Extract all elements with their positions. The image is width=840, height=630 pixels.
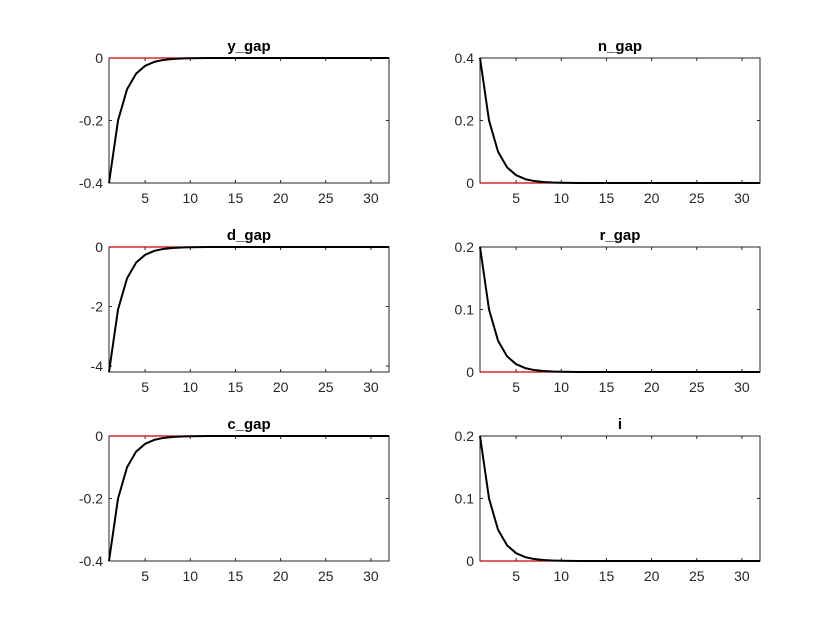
y-tick-label: 0	[95, 50, 103, 66]
x-tick-label: 25	[689, 190, 705, 206]
y-tick-label: 0	[466, 364, 474, 380]
panel-title: n_gap	[598, 38, 642, 55]
x-tick-label: 15	[599, 379, 615, 395]
plot-area-frame	[108, 246, 390, 373]
y-tick-label: -4	[91, 358, 104, 374]
plot-area-frame	[108, 435, 390, 562]
plot-area-frame	[108, 57, 390, 184]
plot-area-frame	[479, 57, 761, 184]
panel-title: d_gap	[227, 227, 271, 244]
impulse-response-line	[479, 246, 760, 373]
y-tick-label: 0.1	[455, 491, 475, 507]
x-tick-label: 15	[228, 379, 244, 395]
x-tick-label: 30	[363, 379, 379, 395]
panel-title: c_gap	[227, 416, 270, 433]
chart-panel-n-gap: n_gap 5 10 15 20 25 30 0 0.2 0.4	[455, 38, 761, 206]
impulse-response-line	[479, 435, 760, 562]
y-tick-label: -2	[91, 299, 104, 315]
impulse-response-line	[108, 435, 389, 562]
x-tick-label: 20	[644, 190, 660, 206]
x-tick-label: 10	[183, 379, 199, 395]
x-tick-label: 15	[599, 568, 615, 584]
x-tick-label: 5	[512, 379, 520, 395]
x-tick-label: 5	[512, 568, 520, 584]
x-tick-label: 30	[363, 568, 379, 584]
x-tick-label: 15	[228, 190, 244, 206]
x-tick-label: 20	[273, 379, 289, 395]
x-tick-label: 5	[141, 379, 149, 395]
x-tick-label: 10	[183, 190, 199, 206]
chart-panel-d-gap: d_gap 5 10 15 20 25 30 -4 -2 0	[91, 227, 390, 395]
x-tick-label: 5	[141, 190, 149, 206]
chart-panel-c-gap: c_gap 5 10 15 20 25 30 -0.4 -0.2 0	[79, 416, 390, 584]
x-tick-label: 25	[689, 568, 705, 584]
chart-panel-r-gap: r_gap 5 10 15 20 25 30 0 0.1 0.2	[455, 227, 761, 395]
y-tick-label: 0	[466, 175, 474, 191]
impulse-response-line	[108, 246, 389, 373]
plot-area-frame	[479, 435, 761, 562]
chart-panel-y-gap: y_gap 5 10 15 20 25 30 -0.4 -0.2 0	[79, 38, 390, 206]
plot-area-frame	[479, 246, 761, 373]
y-tick-label: 0.2	[455, 239, 475, 255]
y-tick-label: -0.2	[79, 491, 103, 507]
x-tick-label: 25	[689, 379, 705, 395]
x-tick-label: 25	[318, 568, 334, 584]
y-tick-label: 0	[95, 428, 103, 444]
y-tick-label: -0.4	[79, 175, 103, 191]
x-tick-label: 30	[734, 568, 750, 584]
impulse-response-line	[479, 57, 760, 184]
x-tick-label: 15	[228, 568, 244, 584]
x-tick-label: 20	[644, 568, 660, 584]
y-tick-label: 0.4	[455, 50, 475, 66]
x-tick-label: 25	[318, 190, 334, 206]
y-tick-label: 0	[95, 239, 103, 255]
x-tick-label: 20	[644, 379, 660, 395]
x-tick-label: 5	[141, 568, 149, 584]
x-tick-label: 30	[734, 379, 750, 395]
y-tick-label: -0.4	[79, 553, 103, 569]
x-tick-label: 20	[273, 190, 289, 206]
x-tick-label: 30	[363, 190, 379, 206]
panel-title: y_gap	[227, 38, 270, 55]
panel-title: i	[618, 416, 622, 433]
x-tick-label: 10	[554, 379, 570, 395]
x-tick-label: 10	[554, 190, 570, 206]
x-tick-label: 25	[318, 379, 334, 395]
y-tick-label: 0	[466, 553, 474, 569]
chart-panel-i: i 5 10 15 20 25 30 0 0.1 0.2	[455, 416, 761, 584]
panel-title: r_gap	[600, 227, 641, 244]
x-tick-label: 10	[554, 568, 570, 584]
x-tick-label: 15	[599, 190, 615, 206]
x-tick-label: 20	[273, 568, 289, 584]
y-tick-label: 0.1	[455, 302, 475, 318]
x-tick-label: 10	[183, 568, 199, 584]
y-tick-label: 0.2	[455, 113, 475, 129]
impulse-response-line	[108, 57, 389, 184]
y-tick-label: -0.2	[79, 113, 103, 129]
y-tick-label: 0.2	[455, 428, 475, 444]
x-tick-label: 30	[734, 190, 750, 206]
x-tick-label: 5	[512, 190, 520, 206]
